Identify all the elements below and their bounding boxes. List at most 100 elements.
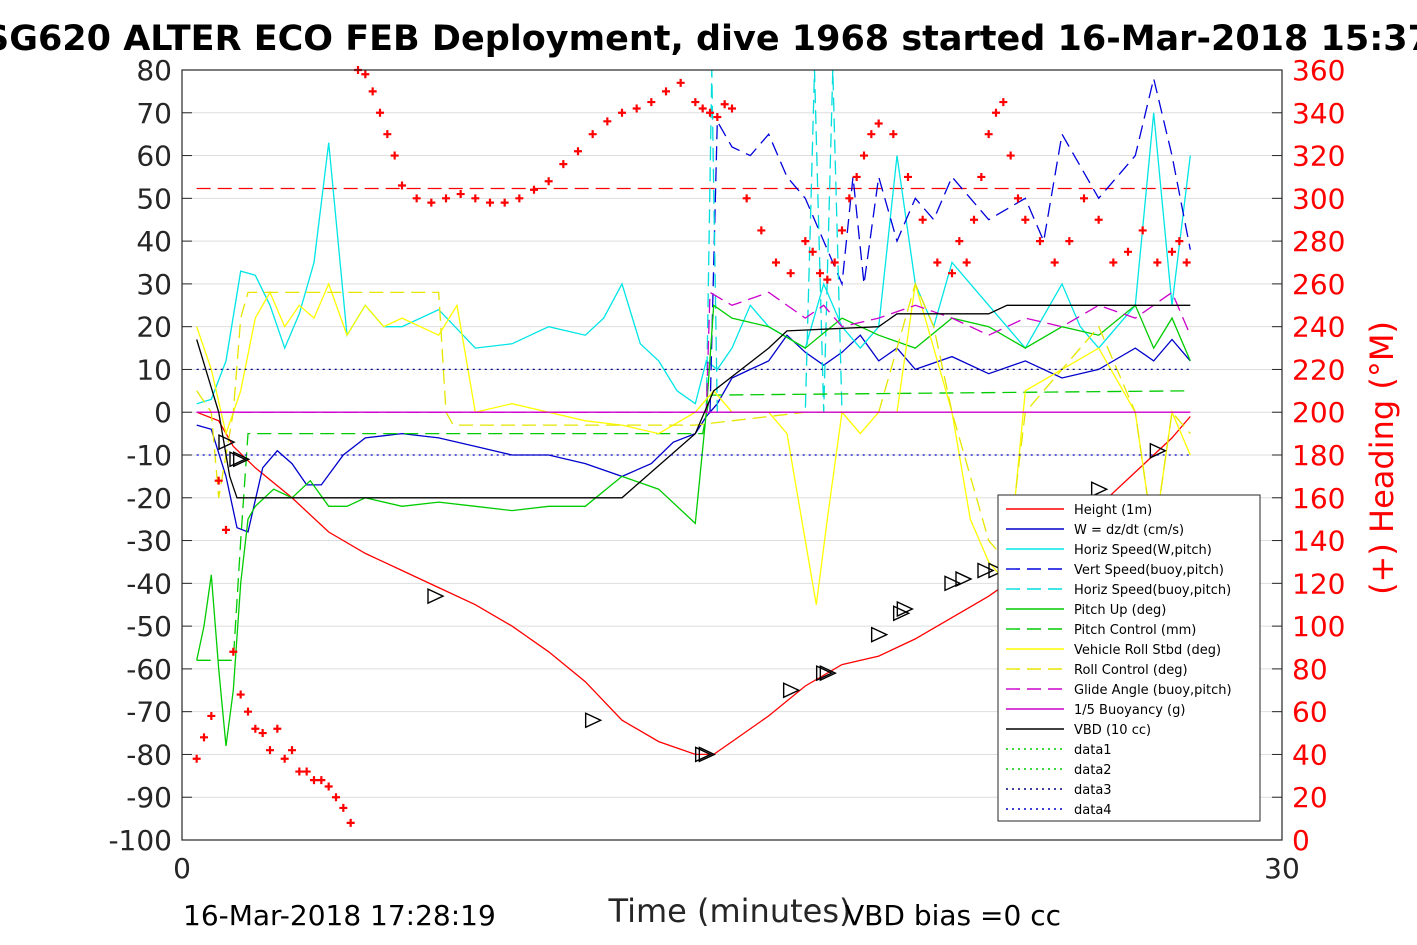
heading-point — [801, 237, 810, 246]
heading-point — [1014, 194, 1022, 203]
heading-point — [933, 258, 942, 267]
heading-point — [486, 198, 494, 207]
heading-point — [310, 776, 318, 785]
heading-point — [574, 147, 582, 156]
series-line-vbd-10-cc — [196, 304, 1191, 499]
legend-entry-label: data2 — [1074, 763, 1112, 778]
heading-point — [383, 130, 392, 139]
y-tick-label: -10 — [126, 439, 172, 472]
heading-point — [346, 818, 355, 827]
triangle-marker — [232, 451, 251, 468]
triangle-marker — [870, 626, 889, 643]
heading-point — [1182, 258, 1191, 267]
legend-entry-label: data3 — [1074, 783, 1112, 798]
heading-point — [867, 130, 876, 139]
heading-point — [838, 226, 846, 235]
y-tick-label: -80 — [126, 738, 172, 771]
legend-entry-label: Pitch Control (mm) — [1074, 623, 1196, 638]
heading-point — [1175, 237, 1184, 246]
right-tick-label: 320 — [1292, 140, 1345, 173]
legend-entry-label: data1 — [1074, 743, 1112, 758]
right-tick-label: 340 — [1292, 97, 1345, 130]
legend-entry-label: Horiz Speed(W,pitch) — [1074, 543, 1212, 558]
triangle-marker — [896, 600, 914, 618]
right-tick-label: 240 — [1292, 311, 1345, 344]
heading-point — [823, 275, 832, 284]
heading-point — [192, 754, 201, 763]
heading-point — [977, 172, 986, 181]
y-tick-label: -30 — [126, 525, 172, 558]
y-tick-label: 40 — [136, 225, 172, 258]
heading-point — [992, 108, 1000, 117]
y-tick-label: 20 — [136, 311, 172, 344]
x-tick-label: 30 — [1264, 852, 1300, 885]
legend-entry-label: Height (1m) — [1074, 503, 1152, 518]
right-tick-label: 140 — [1292, 525, 1345, 558]
series-line-pitch-up-deg — [196, 304, 1191, 746]
heading-point — [1153, 258, 1162, 267]
heading-point — [786, 269, 795, 278]
series-line-horiz-speed-buoy-pitch — [705, 69, 843, 413]
x-axis-label: Time (minutes) — [608, 892, 852, 930]
heading-point — [1094, 215, 1103, 224]
heading-point — [339, 803, 348, 812]
right-tick-label: 360 — [1292, 54, 1345, 87]
heading-point — [1080, 194, 1088, 203]
triangle-marker — [977, 562, 995, 579]
right-tick-label: 20 — [1292, 781, 1328, 814]
heading-point — [1021, 215, 1030, 224]
heading-point — [676, 78, 685, 87]
heading-point — [544, 177, 553, 186]
legend-entry-label: data4 — [1074, 803, 1112, 818]
y-tick-label: 70 — [136, 97, 172, 130]
heading-point — [860, 151, 868, 160]
heading-point — [398, 181, 406, 190]
right-tick-label: 80 — [1292, 653, 1328, 686]
triangle-marker — [782, 682, 801, 699]
y-tick-label: -20 — [126, 482, 172, 515]
legend-entry-label: Glide Angle (buoy,pitch) — [1074, 683, 1232, 698]
series-line-pitch-control-mm — [196, 390, 1191, 661]
triangle-marker — [944, 575, 962, 592]
heading-point — [273, 724, 282, 733]
y-tick-label: 0 — [154, 396, 172, 429]
heading-point — [1065, 237, 1074, 246]
triangle-marker — [988, 562, 1006, 579]
heading-point — [559, 160, 568, 169]
heading-point — [904, 172, 912, 181]
legend-entry-label: VBD (10 cc) — [1074, 723, 1151, 738]
heading-point — [324, 782, 333, 791]
footer-timestamp: 16-Mar-2018 17:28:19 — [183, 899, 496, 932]
heading-point — [772, 258, 780, 267]
heading-point — [258, 729, 267, 738]
triangle-marker — [892, 605, 911, 622]
heading-point — [390, 151, 399, 160]
series-line-vert-speed-buoy-pitch — [709, 78, 1191, 413]
heading-point — [830, 258, 839, 267]
heading-point — [200, 733, 208, 742]
y-tick-label: 80 — [136, 54, 172, 87]
heading-point — [332, 793, 340, 802]
heading-point — [706, 108, 714, 117]
legend-entry-label: Vert Speed(buoy,pitch) — [1074, 563, 1224, 578]
right-tick-label: 220 — [1292, 353, 1345, 386]
heading-point — [515, 194, 524, 203]
heading-point — [662, 87, 670, 96]
triangle-marker — [584, 712, 603, 729]
right-tick-label: 100 — [1292, 610, 1345, 643]
heading-point — [266, 746, 274, 755]
heading-point — [456, 190, 465, 199]
heading-point — [948, 269, 956, 278]
y-tick-label: 30 — [136, 268, 172, 301]
heading-point — [889, 130, 898, 139]
triangle-marker — [694, 746, 713, 763]
series-line-horiz-speed-w-pitch — [196, 112, 1191, 405]
plot-area — [193, 66, 1191, 827]
series-line-glide-angle-buoy-pitch — [196, 291, 1191, 413]
heading-point — [295, 767, 304, 776]
right-tick-label: 60 — [1292, 696, 1328, 729]
heading-point — [1006, 151, 1015, 160]
right-tick-label: 40 — [1292, 738, 1328, 771]
legend-entry-label: 1/5 Buoyancy (g) — [1074, 703, 1185, 718]
